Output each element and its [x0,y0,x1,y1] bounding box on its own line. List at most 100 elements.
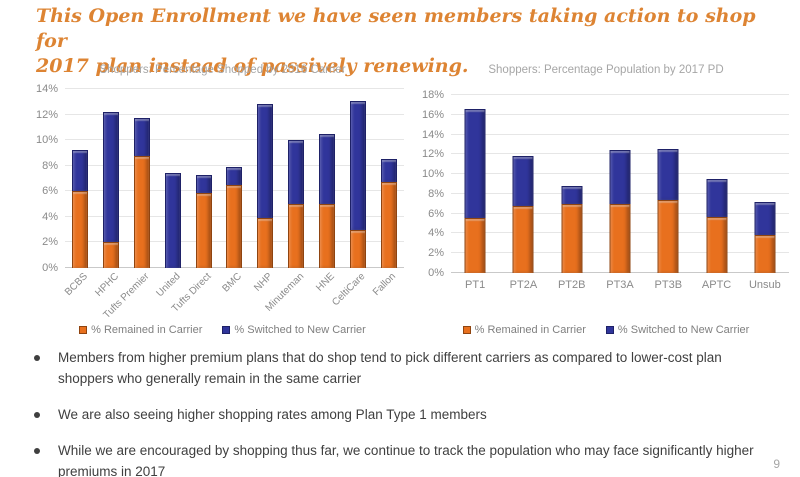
x-axis-label-text: BCBS [63,271,91,299]
bar-slot [127,89,158,268]
bar-segment-switched [195,174,212,193]
bar-segment-remained [226,184,243,268]
bar-slot [65,89,96,268]
bar-slot [312,89,343,268]
y-tick-label: 2% [428,247,444,260]
bar-segment-remained [72,191,89,268]
stacked-bar [512,95,534,273]
stacked-bar [609,95,631,273]
bar-segment-switched [380,159,397,183]
x-axis-label-text: PT3B [654,279,683,291]
remained-swatch-icon [79,326,88,334]
legend-item-remained: % Remained in Carrier [79,324,202,336]
bar-segment-switched [706,179,728,217]
bar-segment-remained [561,203,583,273]
plot-area [451,94,789,273]
bar-segment-switched [226,167,243,185]
remained-swatch-icon [462,326,471,334]
bar-slot [342,89,373,268]
bar-segment-switched [754,201,776,236]
stacked-bar [464,95,486,273]
y-tick-label: 8% [428,187,444,200]
bar-segment-switched [657,149,679,200]
x-axis-labels: BCBS HPHC Tufts Premier United Tufts Direct B… [63,268,404,321]
page-title: This Open Enrollment we have seen member… [36,4,756,79]
bar-slot [499,95,547,273]
bar-segment-switched [349,100,366,230]
legend-label: % Switched to New Carrier [234,324,366,336]
x-axis-label-text: NHP [252,271,276,294]
bullet-list: Members from higher premium plans that d… [32,348,774,477]
y-tick-label: 0% [428,267,444,279]
bar-segment-remained [380,182,397,268]
bar-segment-switched [134,118,151,156]
x-axis-label-text: BMC [220,271,245,295]
gridline [65,164,404,166]
stacked-bar [754,95,776,273]
bar-segment-switched [72,150,89,192]
x-axis-label-text: HNE [314,271,337,294]
bar-slot [373,89,404,268]
bar-slot [548,95,596,273]
bar-segment-switched [464,108,486,218]
stacked-bar [349,89,366,268]
bar-segment-remained [754,235,776,273]
bar-segment-switched [318,133,335,205]
bar-segment-switched [512,156,534,206]
page-title-line2: 2017 plan instead of passively renewing. [36,55,469,78]
bar-segment-switched [561,185,583,204]
gridline [451,113,789,115]
y-tick-label: 6% [428,207,444,220]
gridline [65,88,404,89]
x-axis-label-text: PT1 [465,279,486,291]
bar-segment-remained [195,192,212,268]
gridline [451,94,789,95]
stacked-bar [288,89,305,268]
y-tick-label: 16% [421,108,444,121]
bar-slot [741,95,789,273]
bar-segment-switched [257,104,274,219]
bar-slot [219,89,250,268]
stacked-bar [706,95,728,273]
y-tick-label: 4% [42,210,58,223]
stacked-bar [72,89,89,268]
bar-segment-remained [257,218,274,268]
chart-title: Shoppers: Percentage Shopped by 2016 Car… [99,64,346,76]
bar-slot [451,95,499,273]
bar-segment-switched [164,173,181,268]
stacked-bar [257,89,274,268]
y-tick-label: 4% [428,227,444,240]
legend-label: % Remained in Carrier [474,324,586,336]
stacked-bar [226,89,243,268]
plan-type-chart: Shoppers: Percentage Population by 2017 … [415,62,797,342]
x-axis-label-text: PT2B [557,279,586,291]
bar-segment-switched [609,150,631,204]
y-tick-label: 14% [35,83,58,95]
bar-segment-remained [349,229,366,268]
bullet-item: Members from higher premium plans that d… [32,348,758,390]
x-axis-label-text: Unsub [748,279,781,291]
stacked-bar [164,89,181,268]
switched-swatch-icon [605,326,614,334]
bar-segment-remained [134,155,151,268]
x-axis-label-text: Fallon [371,271,399,299]
x-axis-label-text: HPHC [93,271,121,299]
bar-slot [188,89,219,268]
y-tick-label: 12% [421,148,444,161]
y-axis: 0% 2% 4% 6% 8% 10% 12% 14% 16% 18% [415,89,447,279]
gridline [451,133,789,135]
x-axis-label-text: CeltiCare [330,271,368,309]
legend-label: % Switched to New Carrier [617,324,750,336]
bar-segment-remained [318,204,335,268]
stacked-bar [318,89,335,268]
bar-segment-remained [706,216,728,273]
y-tick-label: 10% [421,168,444,181]
gridline [65,139,404,141]
plot-area [65,88,404,268]
bar-slot [250,89,281,268]
bullet-item: While we are encouraged by shopping thus… [32,441,758,477]
legend-item-switched: % Switched to New Carrier [605,324,750,336]
x-axis-label-text: United [154,271,183,300]
y-tick-label: 12% [35,108,58,121]
